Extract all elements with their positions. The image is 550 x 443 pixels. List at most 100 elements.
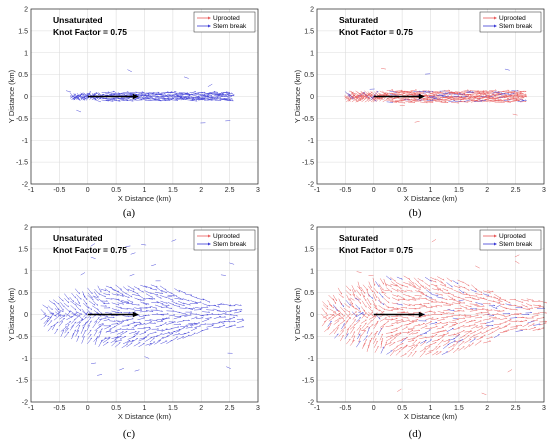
damage-vector [122,286,129,292]
damage-vector [126,99,134,102]
damage-vector-head [233,320,236,322]
damage-vector [467,98,475,101]
damage-vector [533,324,541,326]
damage-vector [424,321,432,325]
damage-vector-head [451,285,453,288]
damage-vector [157,314,164,316]
y-tick-label: -1.5 [302,378,314,385]
damage-vector-head [401,278,403,280]
damage-vector [343,307,351,313]
damage-vector [385,309,393,312]
damage-vector-head [157,328,159,330]
damage-vector [59,318,65,323]
damage-vector-head [156,313,159,315]
damage-vector [166,98,175,101]
damage-vector-head [452,297,454,300]
damage-vector-head [353,331,356,333]
damage-vector [149,341,156,346]
damage-vector [356,289,361,296]
damage-vector-head [378,309,380,312]
damage-vector-head [128,311,131,313]
damage-vector [101,99,109,102]
damage-vector [413,286,421,290]
damage-vector-head [359,328,362,330]
damage-vector [222,93,231,96]
damage-vector [362,343,366,349]
damage-vector-head [186,325,189,327]
damage-vector [159,295,167,299]
damage-vector [514,260,520,264]
damage-vector-head [336,333,339,335]
damage-vector [126,293,133,298]
damage-vector-head [440,305,443,307]
damage-vector [92,295,98,298]
damage-vector [458,346,465,351]
damage-vector [52,324,56,331]
damage-vector-head [153,297,156,300]
damage-vector [517,100,524,103]
damage-vector-head [365,93,367,96]
damage-vector-head [184,312,187,315]
panel-subtitle: Knot Factor = 0.75 [53,245,127,255]
damage-vector [207,99,214,101]
damage-vector [194,309,202,311]
y-tick-label: -2 [308,400,314,407]
damage-vector [383,297,390,304]
damage-vector [159,285,167,291]
damage-vector-head [114,289,116,291]
damage-vector-head [140,307,142,310]
x-tick-label: 0 [372,187,376,194]
damage-vector [451,98,460,100]
damage-vector [447,312,455,314]
damage-vector-head [191,99,194,101]
damage-vector [494,294,501,299]
damage-vector-head [203,91,206,93]
damage-vector-head [424,315,426,317]
damage-vector [411,319,419,321]
x-tick-label: 0.5 [111,187,121,194]
damage-vector-head [66,328,69,330]
damage-vector [351,331,356,339]
damage-vector-head [88,325,90,327]
damage-vector [378,283,384,291]
damage-vector-head [170,327,173,329]
damage-vector-head [469,314,472,317]
x-tick-label: -1 [314,405,320,412]
damage-vector-head [531,307,534,309]
damage-vector-head [122,97,125,100]
damage-vector [105,285,113,289]
damage-vector [80,272,86,276]
damage-vector [358,334,362,343]
damage-vector-head [436,284,438,287]
damage-vector-head [545,312,547,314]
damage-vector-head [498,301,501,303]
y-tick-label: 0 [24,312,28,319]
damage-vector [357,98,364,103]
damage-vector [434,285,441,290]
damage-vector-head [208,300,211,303]
damage-vector-head [429,98,431,100]
damage-vector-head [520,312,522,315]
x-tick-label: 2.5 [511,187,521,194]
damage-vector-head [167,304,170,306]
damage-vector [425,317,434,320]
damage-vector [55,311,62,317]
damage-vector-head [131,100,134,102]
damage-vector-head [231,98,233,100]
damage-vector-head [108,306,111,309]
damage-vector [171,95,179,97]
damage-vector-head [126,91,129,93]
damage-vector [385,318,394,321]
damage-vector-head [190,326,193,328]
damage-vector [488,316,497,318]
damage-vector [145,293,153,298]
damage-vector [141,93,146,96]
damage-vector-head [405,290,407,292]
damage-vector [108,91,115,93]
damage-vector [537,327,545,331]
damage-vector [469,331,476,335]
damage-vector [110,331,118,334]
damage-vector [59,314,66,320]
damage-vector [141,244,147,246]
damage-vector [234,311,242,314]
